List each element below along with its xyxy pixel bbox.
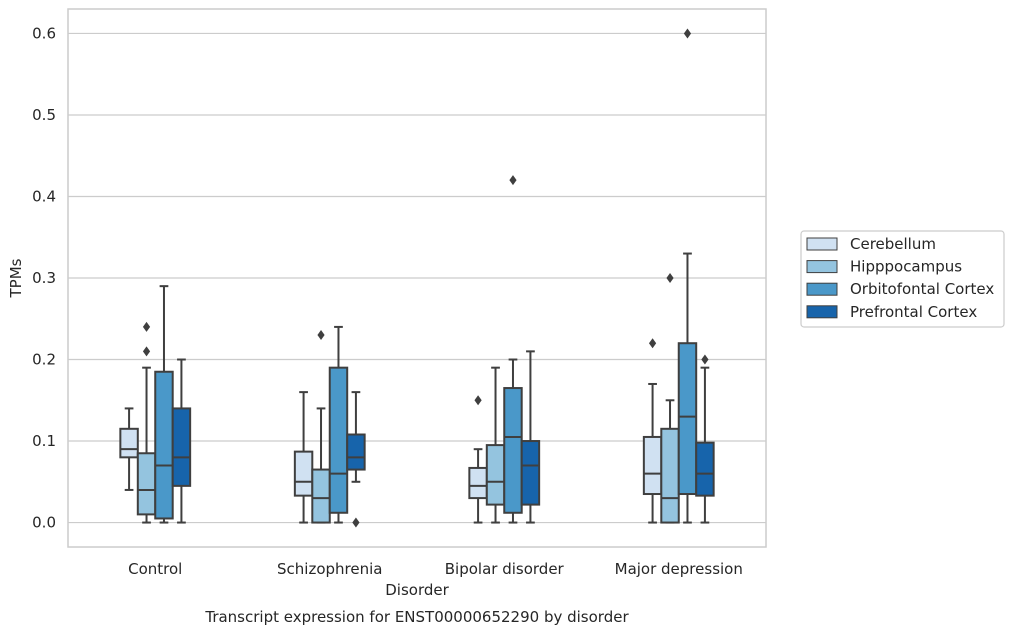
box-cerebellum bbox=[293, 391, 314, 524]
legend-swatch bbox=[806, 260, 838, 274]
iqr-box bbox=[171, 407, 192, 487]
box-cerebellum bbox=[119, 407, 139, 491]
legend-swatch bbox=[806, 282, 838, 296]
legend-label: Cerebellum bbox=[850, 235, 936, 253]
outlier-point bbox=[317, 330, 325, 341]
box-hipppocampus bbox=[660, 273, 680, 524]
x-tick-label: Schizophrenia bbox=[277, 560, 382, 578]
iqr-box bbox=[660, 427, 680, 524]
x-tick-labels: Control Schizophrenia Bipolar disorder Majo… bbox=[128, 560, 743, 578]
outlier-point bbox=[648, 338, 657, 349]
outlier-point bbox=[142, 321, 151, 332]
y-tick-label: 0.4 bbox=[32, 187, 56, 205]
iqr-box bbox=[346, 433, 366, 471]
iqr-box bbox=[695, 441, 715, 497]
y-axis-label: TPMs bbox=[7, 258, 25, 298]
box-cerebellum bbox=[468, 395, 488, 524]
y-tick-label: 0.5 bbox=[32, 106, 56, 124]
legend-label: Hipppocampus bbox=[850, 258, 962, 276]
y-tick-label: 0.1 bbox=[32, 432, 56, 450]
legend-frame bbox=[800, 230, 1005, 328]
iqr-box bbox=[503, 387, 523, 514]
legend-label: Orbitofontal Cortex bbox=[850, 280, 994, 298]
iqr-box bbox=[136, 452, 157, 516]
outlier-point bbox=[142, 346, 151, 357]
iqr-box bbox=[311, 468, 331, 524]
y-tick-label: 0.2 bbox=[32, 351, 56, 369]
outlier-point bbox=[666, 273, 674, 283]
box-hipppocampus bbox=[136, 321, 157, 524]
iqr-box bbox=[293, 450, 314, 497]
legend: Cerebellum Hipppocampus Orbitofontal Corte… bbox=[800, 230, 1005, 328]
plot-frame bbox=[67, 8, 767, 548]
box-prefrontal-cortex bbox=[695, 354, 715, 524]
box-prefrontal-cortex bbox=[171, 358, 192, 524]
y-tick-label: 0.6 bbox=[32, 24, 56, 42]
box-orbitofontal-cortex bbox=[677, 28, 698, 524]
x-tick-label: Control bbox=[128, 560, 182, 578]
box-orbitofontal-cortex bbox=[154, 285, 174, 524]
iqr-box bbox=[154, 370, 174, 520]
outlier-point bbox=[701, 354, 709, 365]
box-groups bbox=[119, 28, 715, 528]
x-tick-label: Bipolar disorder bbox=[445, 560, 565, 578]
legend-label: Prefrontal Cortex bbox=[850, 303, 977, 321]
outlier-point bbox=[509, 175, 517, 186]
box-orbitofontal-cortex bbox=[503, 175, 523, 524]
outlier-point bbox=[352, 517, 360, 528]
box-orbitofontal-cortex bbox=[328, 325, 349, 524]
outlier-point bbox=[683, 28, 692, 39]
iqr-box bbox=[520, 440, 541, 506]
box-prefrontal-cortex bbox=[346, 391, 366, 528]
y-tick-labels: 0.0 0.1 0.2 0.3 0.4 0.5 0.6 bbox=[32, 24, 56, 531]
iqr-box bbox=[328, 366, 349, 514]
legend-swatch bbox=[806, 305, 838, 319]
y-tick-label: 0.0 bbox=[32, 514, 56, 532]
iqr-box bbox=[677, 342, 698, 496]
iqr-box bbox=[119, 427, 139, 459]
box-cerebellum bbox=[642, 338, 663, 524]
box-prefrontal-cortex bbox=[520, 350, 541, 524]
legend-swatch bbox=[806, 237, 838, 251]
iqr-box bbox=[485, 444, 506, 506]
y-tick-label: 0.3 bbox=[32, 269, 56, 287]
outlier-point bbox=[474, 395, 482, 406]
chart-title: Transcript expression for ENST0000065229… bbox=[204, 608, 629, 626]
iqr-box bbox=[468, 466, 488, 500]
iqr-box bbox=[642, 435, 663, 496]
x-axis-label: Disorder bbox=[385, 581, 449, 599]
x-tick-label: Major depression bbox=[615, 560, 743, 578]
box-hipppocampus bbox=[485, 366, 506, 524]
